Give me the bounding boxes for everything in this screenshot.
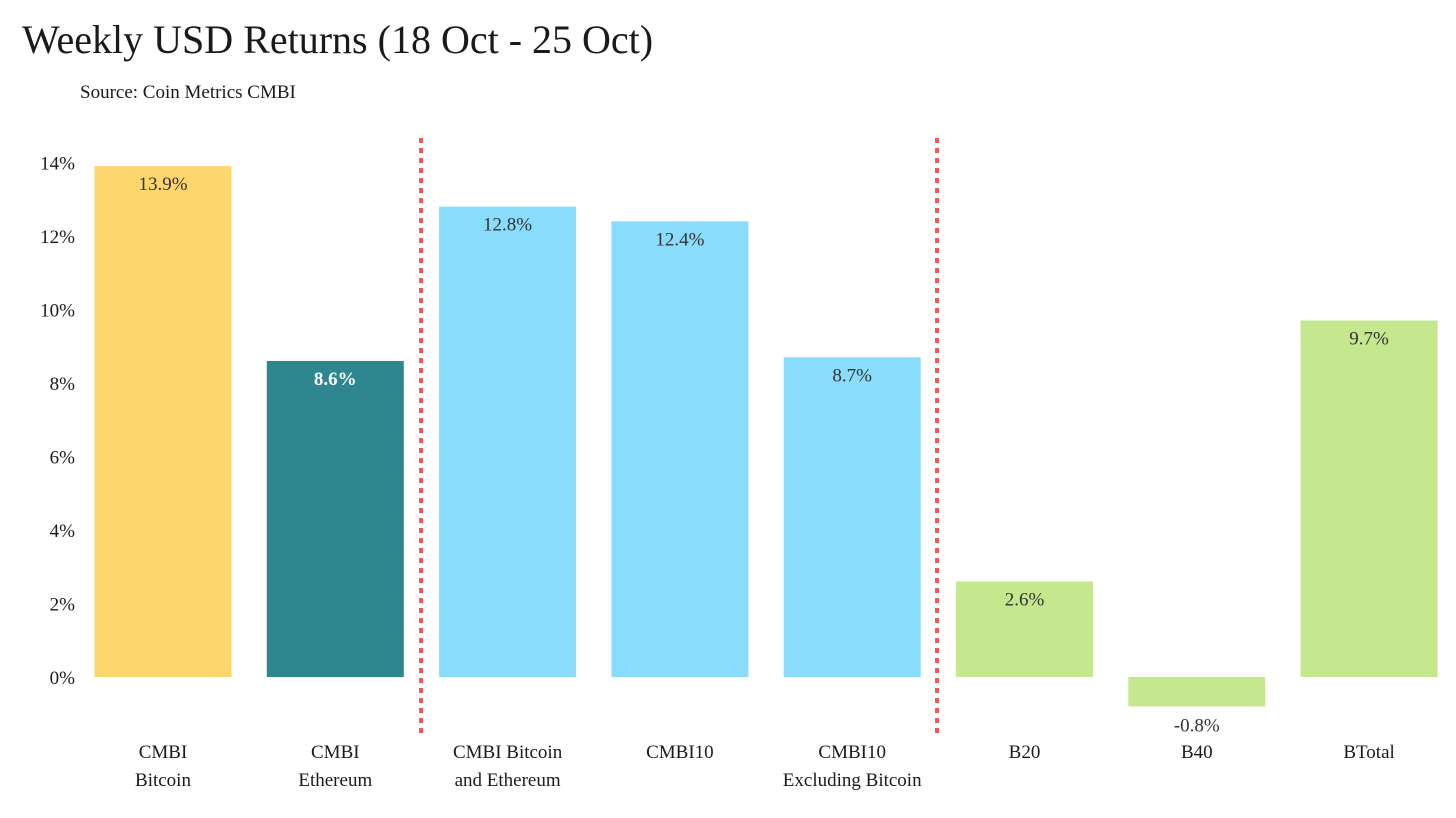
bar (439, 206, 577, 677)
x-category-label: and Ethereum (455, 770, 561, 791)
bar (956, 581, 1093, 677)
x-category-label: BTotal (1343, 742, 1394, 763)
bar (94, 166, 232, 678)
bar-value-label: 8.6% (314, 369, 357, 390)
x-category-label: CMBI Bitcoin (453, 742, 563, 763)
bar (1300, 320, 1438, 677)
bar-value-label: -0.8% (1174, 715, 1220, 736)
bar (1128, 677, 1266, 707)
chart-subtitle: Source: Coin Metrics CMBI (80, 82, 296, 103)
y-tick-label: 12% (40, 227, 75, 248)
bar (266, 360, 404, 677)
y-tick-label: 0% (50, 668, 76, 689)
x-category-label: Bitcoin (135, 770, 191, 791)
x-category-label: CMBI (139, 742, 188, 763)
bar (611, 221, 749, 678)
y-tick-label: 6% (50, 448, 76, 469)
x-category-label: Excluding Bitcoin (783, 770, 922, 791)
bar (783, 357, 921, 677)
bar-value-label: 12.4% (655, 229, 704, 250)
x-category-label: B40 (1181, 742, 1213, 763)
bar-value-label: 2.6% (1005, 589, 1045, 610)
bar-value-label: 9.7% (1349, 329, 1389, 350)
x-axis-labels: CMBI Bitcoin CMBI Ethereum CMBI Bitcoin and E… (135, 742, 1395, 791)
bars (94, 166, 1438, 707)
chart-title: Weekly USD Returns (18 Oct - 25 Oct) (22, 17, 654, 62)
y-tick-label: 14% (40, 154, 75, 175)
y-axis: 0% 2% 4% 6% 8% 10% 12% 14% (40, 154, 75, 690)
y-tick-label: 2% (50, 595, 76, 616)
y-tick-label: 8% (50, 374, 76, 395)
x-category-label: CMBI10 (646, 742, 714, 763)
x-category-label: Ethereum (298, 770, 372, 791)
x-category-label: CMBI (311, 742, 360, 763)
x-category-label: CMBI10 (818, 742, 886, 763)
bar-value-label: 12.8% (483, 215, 532, 236)
y-tick-label: 10% (40, 301, 75, 322)
x-category-label: B20 (1009, 742, 1041, 763)
bar-value-label: 8.7% (832, 365, 872, 386)
y-tick-label: 4% (50, 521, 76, 542)
value-labels: 13.9% 8.6% 12.8% 12.4% 8.7% 2.6% -0.8% 9.7% (138, 174, 1389, 736)
bar-value-label: 13.9% (138, 174, 187, 195)
